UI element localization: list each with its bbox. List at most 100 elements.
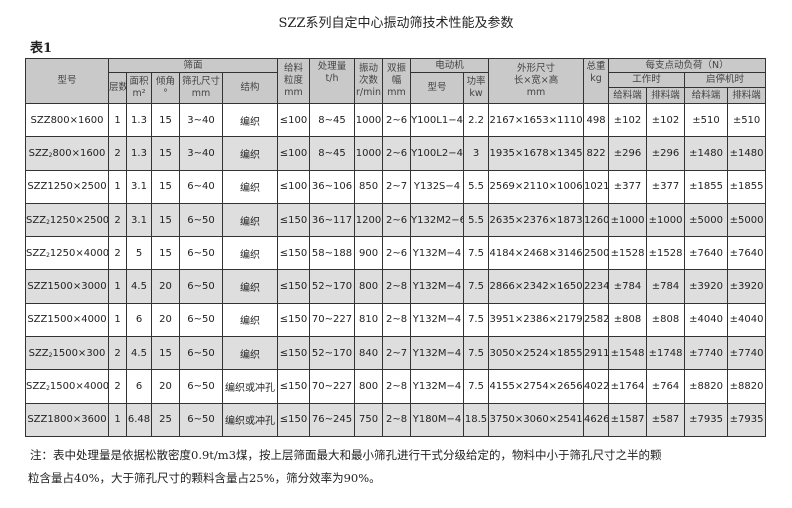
cell-weight: 822 <box>583 136 610 171</box>
cell-s-dis: ±8820 <box>727 369 767 404</box>
cell-feed: ≤100 <box>277 169 311 204</box>
cell-amp: 2~6 <box>382 136 412 171</box>
cell-model: SZZ21500×4000 <box>25 369 109 404</box>
header-area: 面积 m² <box>126 72 152 104</box>
cell-power: 5.5 <box>463 169 490 204</box>
cell-w-dis: ±102 <box>646 102 686 138</box>
cell-motor: Y100L1−4 <box>410 102 465 138</box>
cell-weight: 1021 <box>583 169 610 204</box>
cell-angle: 15 <box>151 202 180 238</box>
cell-power: 7.5 <box>463 336 490 371</box>
header-startstop-discharge: 排料端 <box>727 87 767 104</box>
cell-vib: 850 <box>354 169 384 204</box>
cell-weight: 498 <box>583 102 610 138</box>
cell-w-dis: ±1000 <box>646 202 686 238</box>
cell-amp: 2~6 <box>382 102 412 138</box>
header-power: 功率 kw <box>463 72 490 104</box>
cell-aperture: 6~50 <box>179 269 223 304</box>
cell-aperture: 6~50 <box>179 202 223 238</box>
cell-layers: 1 <box>108 102 127 138</box>
cell-structure: 编织 <box>221 136 279 171</box>
cell-s-dis: ±5000 <box>727 202 767 238</box>
cell-motor: Y132M−4 <box>410 302 465 338</box>
cell-vib: 800 <box>354 369 384 404</box>
header-startstop: 启停机时 <box>684 72 767 88</box>
cell-area: 3.1 <box>126 169 152 204</box>
cell-angle: 15 <box>151 236 180 271</box>
cell-w-dis: ±784 <box>646 269 686 304</box>
cell-aperture: 3~40 <box>179 102 223 138</box>
cell-aperture: 6~50 <box>179 369 223 404</box>
cell-w-dis: ±1748 <box>646 336 686 371</box>
header-capacity: 处理量 t/h <box>309 58 356 104</box>
cell-s-feed: ±1480 <box>684 136 729 171</box>
cell-cap: 70~227 <box>309 369 356 404</box>
cell-structure: 编织或冲孔 <box>221 369 279 404</box>
footnote: 注：表中处理量是依据松散密度0.9t/m3煤，按上层筛面最大和最小筛孔进行干式分… <box>28 444 770 490</box>
cell-w-feed: ±377 <box>608 169 648 204</box>
cell-w-feed: ±1528 <box>608 236 648 271</box>
cell-cap: 76~245 <box>309 402 356 437</box>
cell-layers: 2 <box>108 236 127 271</box>
cell-vib: 1200 <box>354 202 384 238</box>
cell-w-dis: ±1528 <box>646 236 686 271</box>
cell-angle: 20 <box>151 369 180 404</box>
cell-structure: 编织 <box>221 202 279 238</box>
table-row: SZZ800×1600 1 1.3 15 3~40 编织 ≤100 8~45 1000 2~6 Y1… <box>25 102 767 138</box>
cell-feed: ≤150 <box>277 302 311 338</box>
cell-motor: Y132M−4 <box>410 336 465 371</box>
cell-cap: 36~106 <box>309 169 356 204</box>
cell-vib: 900 <box>354 236 384 271</box>
cell-area: 4.5 <box>126 269 152 304</box>
cell-layers: 1 <box>108 169 127 204</box>
cell-area: 3.1 <box>126 202 152 238</box>
cell-structure: 编织 <box>221 269 279 304</box>
cell-cap: 8~45 <box>309 136 356 171</box>
cell-feed: ≤150 <box>277 336 311 371</box>
header-angle: 倾角 ° <box>151 72 180 104</box>
table-row: SZZ21250×2500 2 3.1 15 6~50 编织 ≤150 36~117 1200 2… <box>25 202 767 238</box>
cell-angle: 15 <box>151 336 180 371</box>
cell-feed: ≤150 <box>277 402 311 437</box>
cell-layers: 2 <box>108 336 127 371</box>
document-title: SZZ系列自定中心振动筛技术性能及参数 <box>278 16 514 31</box>
cell-angle: 15 <box>151 136 180 171</box>
cell-dims: 2635×2376×1873 <box>488 202 585 238</box>
cell-weight: 2234 <box>583 269 610 304</box>
header-motor: 电动机 <box>410 58 490 73</box>
cell-feed: ≤150 <box>277 236 311 271</box>
cell-motor: Y180M−4 <box>410 402 465 437</box>
cell-vib: 810 <box>354 302 384 338</box>
cell-angle: 20 <box>151 269 180 304</box>
cell-area: 6 <box>126 369 152 404</box>
cell-power: 7.5 <box>463 236 490 271</box>
cell-vib: 750 <box>354 402 384 437</box>
cell-amp: 2~8 <box>382 369 412 404</box>
cell-power: 5.5 <box>463 202 490 238</box>
cell-power: 7.5 <box>463 302 490 338</box>
cell-area: 1.3 <box>126 102 152 138</box>
header-load: 每支点动负荷（N） <box>608 58 767 73</box>
header-vibration: 振动 次数 r/min <box>354 58 384 104</box>
cell-model: SZZ2800×1600 <box>25 136 109 171</box>
cell-structure: 编织 <box>221 169 279 204</box>
cell-dims: 2866×2342×1650 <box>488 269 585 304</box>
cell-angle: 15 <box>151 102 180 138</box>
cell-s-feed: ±7740 <box>684 336 729 371</box>
cell-motor: Y132M−4 <box>410 369 465 404</box>
cell-model: SZZ800×1600 <box>25 102 109 138</box>
table-row: SZZ1800×3600 1 6.48 25 6~50 编织或冲孔 ≤150 76~245 75… <box>25 402 767 437</box>
cell-w-feed: ±784 <box>608 269 648 304</box>
cell-cap: 36~117 <box>309 202 356 238</box>
cell-weight: 2500 <box>583 236 610 271</box>
cell-w-feed: ±1587 <box>608 402 648 437</box>
cell-motor: Y132M−4 <box>410 236 465 271</box>
cell-layers: 2 <box>108 369 127 404</box>
cell-structure: 编织 <box>221 302 279 338</box>
cell-w-feed: ±1000 <box>608 202 648 238</box>
cell-power: 7.5 <box>463 369 490 404</box>
cell-dims: 3050×2524×1855 <box>488 336 585 371</box>
cell-amp: 2~8 <box>382 402 412 437</box>
cell-model: SZZ1800×3600 <box>25 402 109 437</box>
cell-area: 6.48 <box>126 402 152 437</box>
